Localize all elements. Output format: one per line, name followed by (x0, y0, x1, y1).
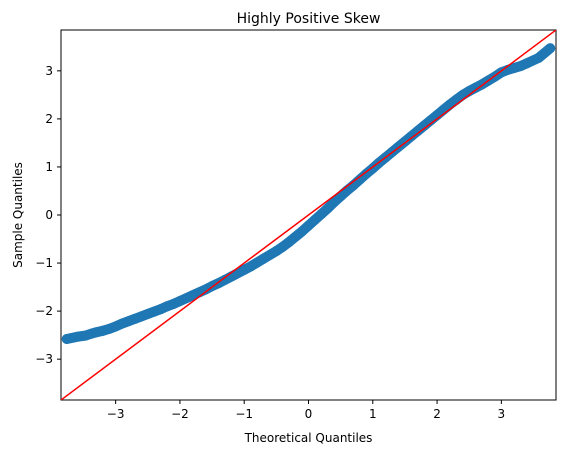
y-axis-label: Sample Quantiles (11, 162, 25, 268)
y-tick-label: −3 (35, 352, 53, 366)
data-point (533, 52, 544, 63)
x-tick-label: 0 (305, 407, 313, 421)
y-tick-label: 0 (45, 208, 53, 222)
x-tick-label: 1 (369, 407, 377, 421)
data-point (522, 58, 533, 69)
x-tick-label: 2 (433, 407, 441, 421)
y-tick-label: 2 (45, 112, 53, 126)
chart-title: Highly Positive Skew (237, 11, 381, 27)
data-point (329, 197, 340, 208)
x-tick-label: 3 (498, 407, 506, 421)
y-tick-label: 3 (45, 64, 53, 78)
reference-line (61, 30, 556, 400)
x-axis-label: Theoretical Quantiles (244, 431, 373, 445)
data-point (309, 214, 320, 225)
x-axis: −3 −2 −1 0 1 2 3 (107, 400, 505, 421)
data-point (322, 203, 333, 214)
data-point (61, 333, 72, 344)
plot-area (60, 29, 557, 401)
data-point (316, 209, 327, 220)
x-tick-label: −1 (235, 407, 253, 421)
y-axis: −3 −2 −1 0 1 2 3 (35, 64, 61, 366)
data-point (545, 43, 556, 54)
y-tick-label: −1 (35, 256, 53, 270)
data-point (297, 226, 308, 237)
data-point (354, 174, 365, 185)
y-tick-label: 1 (45, 160, 53, 174)
x-tick-label: −3 (107, 407, 125, 421)
x-tick-label: −2 (171, 407, 189, 421)
data-point (303, 220, 314, 231)
y-tick-label: −2 (35, 304, 53, 318)
